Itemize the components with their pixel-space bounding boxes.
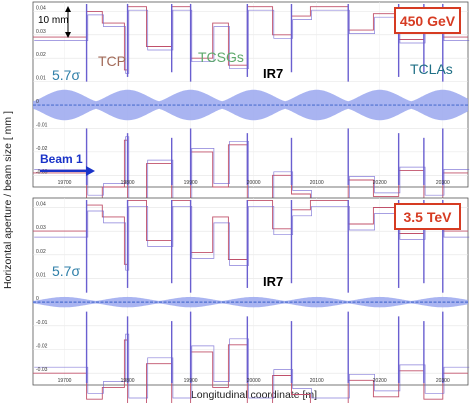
y-tick-label: -0.03	[36, 169, 48, 175]
x-tick-label: 19700	[58, 180, 72, 186]
energy-badge-top-label: 450 GeV	[400, 13, 456, 29]
bottom-beam-envelope	[33, 296, 468, 308]
bottom-x-ticks: 19700 19800 19900 20000 20100 20200 20300	[58, 378, 450, 384]
x-tick-label: 20300	[436, 180, 450, 186]
tcsg-label: TCSGs	[198, 49, 244, 65]
x-axis-label: Longitudinal coordinate [m]	[191, 389, 317, 401]
beam1-arrow: Beam 1	[40, 152, 95, 176]
energy-badge-bottom-label: 3.5 TeV	[404, 209, 453, 225]
y-tick-label: -0.01	[36, 320, 48, 326]
aperture-line-inner	[34, 333, 470, 399]
tcla-label: TCLAs	[410, 61, 453, 77]
x-tick-label: 20100	[310, 180, 324, 186]
y-tick-label: 0.03	[36, 225, 46, 231]
ir7-label-bottom: IR7	[263, 274, 283, 289]
sigma-label-bottom: 5.7σ	[52, 263, 80, 279]
tcp-label: TCP	[98, 53, 126, 69]
ir7-label-top: IR7	[263, 66, 283, 81]
x-tick-label: 20200	[373, 378, 387, 384]
top-y-ticks: 0.04 0.03 0.02 0.01 0 -0.01 -0.02 -0.03	[36, 5, 48, 175]
bottom-y-ticks: 0.04 0.03 0.02 0.01 0 -0.01 -0.02 -0.03	[36, 201, 48, 373]
x-tick-label: 19900	[184, 378, 198, 384]
y-tick-label: -0.02	[36, 146, 48, 152]
bottom-panel: 0.040.030.020.010-0.01-0.02-0.03 19700 19…	[32, 197, 470, 403]
x-tick-label: 20300	[436, 378, 450, 384]
y-tick-label: 0	[36, 296, 39, 302]
y-tick-label: 0.04	[36, 5, 46, 11]
top-panel: 0.040.030.020.010-0.01-0.02-0.03 19700 19…	[32, 1, 470, 204]
top-x-ticks: 19700 19800 19900 20000 20100 20200 20300	[58, 180, 450, 186]
y-axis-label: Horizontal aperture / beam size [ mm ]	[2, 111, 14, 289]
top-beam-envelope	[33, 89, 468, 121]
energy-badge-bottom: 3.5 TeV	[394, 203, 461, 230]
beam1-label: Beam 1	[40, 152, 83, 166]
aperture-line	[33, 339, 468, 403]
y-tick-label: -0.02	[36, 343, 48, 349]
y-tick-label: 0.02	[36, 249, 46, 255]
x-tick-label: 20200	[373, 180, 387, 186]
aperture-line	[33, 139, 468, 204]
y-tick-label: 0.04	[36, 201, 46, 207]
sigma-label-top: 5.7σ	[52, 67, 80, 83]
y-tick-label: -0.03	[36, 367, 48, 373]
aperture-line-inner	[34, 136, 470, 201]
scale-bar-label: 10 mm	[38, 15, 69, 26]
x-tick-label: 20100	[310, 378, 324, 384]
x-tick-label: 19700	[58, 378, 72, 384]
scale-bar: 10 mm	[38, 6, 71, 38]
energy-badge-top: 450 GeV	[394, 7, 461, 34]
x-tick-label: 19800	[121, 180, 135, 186]
x-tick-label: 20000	[247, 180, 261, 186]
x-tick-label: 19800	[121, 378, 135, 384]
y-tick-label: -0.01	[36, 122, 48, 128]
x-tick-label: 19900	[184, 180, 198, 186]
y-tick-label: 0.03	[36, 29, 46, 35]
y-tick-label: 0.01	[36, 76, 46, 82]
y-tick-label: 0.01	[36, 272, 46, 278]
y-tick-label: 0	[36, 99, 39, 105]
x-tick-label: 20000	[247, 378, 261, 384]
y-tick-label: 0.02	[36, 52, 46, 58]
